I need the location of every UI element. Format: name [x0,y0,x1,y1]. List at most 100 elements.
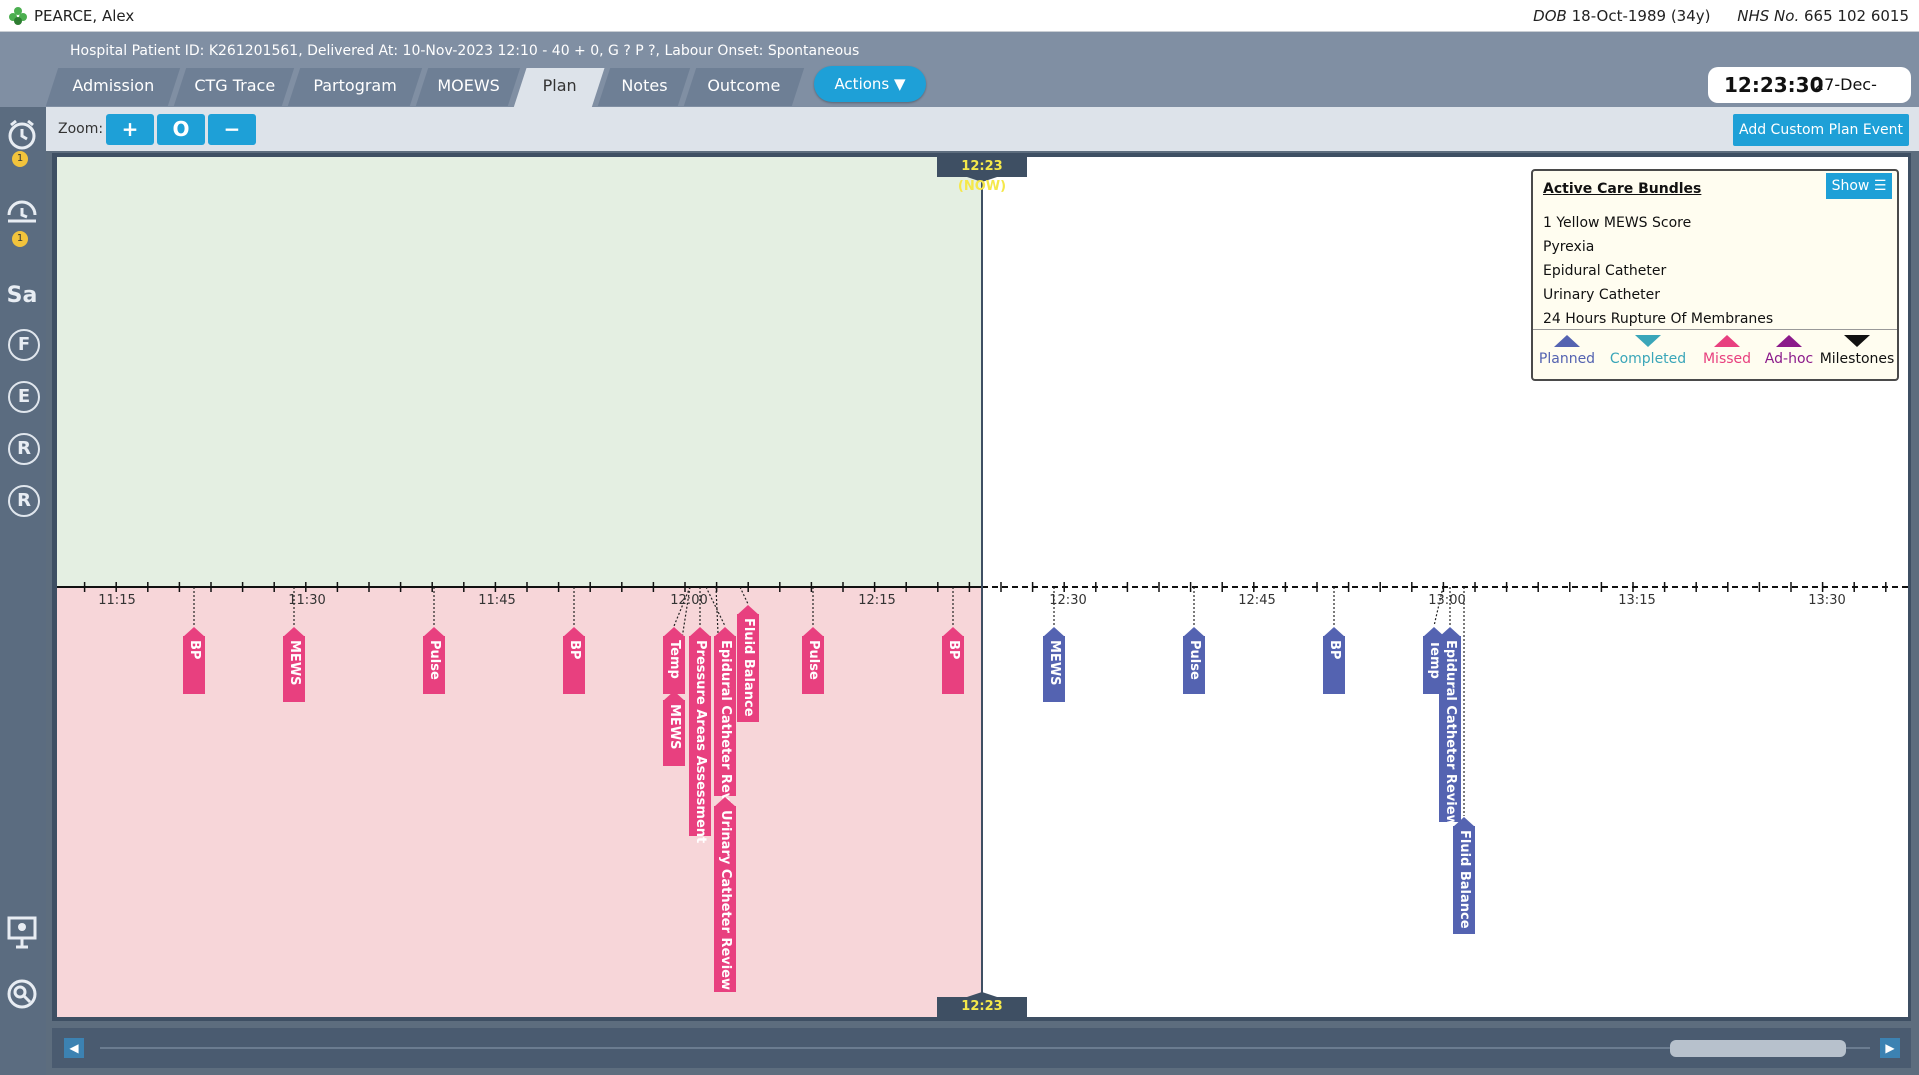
active-care-bundles-panel: Active Care Bundles Show ☰ 1 Yellow MEWS… [1531,169,1899,381]
title-bar: PEARCE, Alex DOB 18-Oct-1989 (34y) NHS N… [0,0,1919,32]
tab-notes[interactable]: Notes [597,68,691,106]
care-bundles-title: Active Care Bundles [1543,181,1702,197]
now-marker-bottom: 12:23 (NOW) [937,997,1027,1017]
clock-display: 12:23:30 27-Dec-2023 [1708,67,1911,130]
event-tag-label: Pulse [427,640,442,680]
tab-label: Outcome [707,76,781,95]
sidebar-item-e[interactable]: E [8,381,40,413]
legend-divider [1533,329,1897,330]
snooze-badge: 1 [12,231,28,247]
event-tag-label: BP [567,640,582,660]
legend-adhoc: Ad-hoc [1759,335,1819,367]
tab-ctg-trace[interactable]: CTG Trace [173,68,295,106]
scroll-track[interactable] [100,1047,1870,1049]
tab-admission[interactable]: Admission [45,68,181,106]
event-tag-label: Pulse [806,640,821,680]
event-tag-label: MEWS [667,704,682,750]
legend-milestones: Milestones [1819,335,1895,367]
tab-label: Notes [621,76,668,95]
tick-label: 12:30 [1049,593,1087,608]
event-tag-label: Epidural Catheter Review [1443,640,1458,827]
tab-label: Plan [542,76,577,95]
event-connector [705,586,726,627]
tick-label: 11:45 [478,593,516,608]
tab-outcome[interactable]: Outcome [683,68,805,106]
bundle-item: Urinary Catheter [1543,287,1661,303]
alarm-badge: 1 [12,151,28,167]
sidebar-item-r1[interactable]: R [8,433,40,465]
sidebar-item-sa[interactable]: Sa [6,283,38,308]
alarm-clock-icon[interactable] [4,117,40,153]
patient-info-line: Hospital Patient ID: K261201561, Deliver… [70,43,860,59]
scroll-thumb[interactable] [1670,1040,1846,1057]
search-icon[interactable] [4,977,40,1013]
zoom-reset-button[interactable]: O [157,114,205,145]
tab-label: Admission [72,76,155,95]
planned-triangle-icon [1554,335,1580,347]
bundle-item: 24 Hours Rupture Of Membranes [1543,311,1774,327]
milestones-triangle-icon [1844,335,1870,347]
left-sidebar: 1 1 Sa F E R R [0,107,46,1075]
tick-label: 12:00 [670,593,708,608]
event-tag-label: Temp [667,640,682,679]
clock-time: 12:23:30 [1724,73,1824,97]
tab-label: CTG Trace [193,76,275,95]
scroll-right-button[interactable]: ▶ [1880,1038,1900,1058]
legend-completed: Completed [1603,335,1693,367]
zoom-in-button[interactable]: + [106,114,154,145]
tick-label: 11:15 [98,593,136,608]
add-custom-plan-event-button[interactable]: Add Custom Plan Event [1733,114,1909,146]
bundle-item: Epidural Catheter [1543,263,1667,279]
past-region-bottom [57,587,982,1017]
sidebar-item-r2[interactable]: R [8,485,40,517]
event-tag-label: BP [946,640,961,660]
event-tag-label: Pressure Areas Assessment [693,640,708,844]
event-tag-label: Fluid Balance [741,618,756,717]
actions-label: Actions [834,75,890,93]
nhs-label: NHS No. [1737,7,1800,25]
presentation-icon[interactable] [4,915,40,951]
event-connector [673,586,691,627]
tick-label: 13:30 [1808,593,1846,608]
tick-label: 11:30 [288,593,326,608]
tab-moews[interactable]: MOEWS [415,68,521,106]
event-connector [739,586,749,605]
event-connector [1433,586,1444,627]
dob-label: DOB [1533,7,1567,25]
missed-triangle-icon [1714,335,1740,347]
show-bundles-button[interactable]: Show ☰ [1826,173,1892,199]
scroll-left-button[interactable]: ◀ [64,1038,84,1058]
tab-plan[interactable]: Plan [513,68,605,108]
timeline-canvas[interactable]: 12:23 (NOW) 12:23 (NOW) 11:15 11:30 11:45 1… [57,157,1908,1017]
event-tag-label: MEWS [287,640,302,686]
event-tag-label: Pulse [1187,640,1202,680]
completed-triangle-icon [1635,335,1661,347]
bundle-item: Pyrexia [1543,239,1595,255]
event-tag-label: Epidural Catheter Review [718,640,733,827]
now-marker-top: 12:23 (NOW) [937,157,1027,194]
event-tag-label: Urinary Catheter Review [718,810,733,991]
snooze-clock-icon[interactable] [4,195,40,231]
tick-label: 12:45 [1238,593,1276,608]
event-tag-label: BP [1327,640,1342,660]
actions-button[interactable]: Actions ▼ [814,66,926,102]
event-tag-label: Temp [1427,640,1442,679]
patient-name: PEARCE, Alex [34,7,135,25]
bundle-item: 1 Yellow MEWS Score [1543,215,1692,231]
legend-missed: Missed [1697,335,1757,367]
tab-label: MOEWS [437,76,500,95]
dob-value: 18-Oct-1989 (34y) [1571,7,1711,25]
tab-label: Partogram [313,76,398,95]
adhoc-triangle-icon [1776,335,1802,347]
zoom-out-button[interactable]: − [208,114,256,145]
tick-label: 12:15 [858,593,896,608]
chevron-down-icon: ▼ [894,75,906,93]
tab-partogram[interactable]: Partogram [287,68,423,106]
app-logo-icon [9,7,27,25]
event-tag-label: BP [187,640,202,660]
tick-label: 13:00 [1428,593,1466,608]
zoom-label: Zoom: [58,121,104,137]
sidebar-item-f[interactable]: F [8,329,40,361]
event-tag-label: MEWS [1047,640,1062,686]
tick-label: 13:15 [1618,593,1656,608]
